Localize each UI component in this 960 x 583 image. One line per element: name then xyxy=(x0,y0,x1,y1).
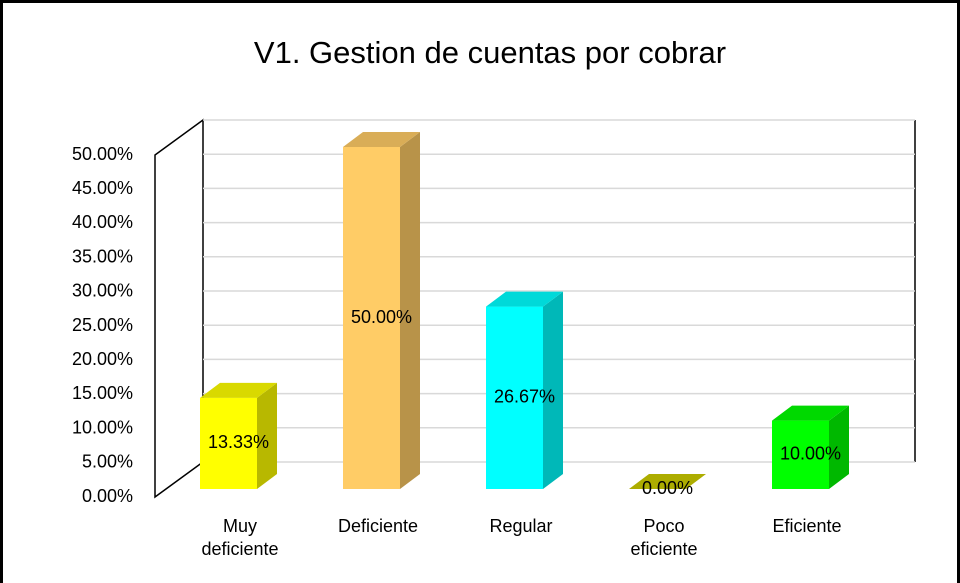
bar xyxy=(772,405,849,489)
y-tick-label: 30.00% xyxy=(72,281,133,301)
bar-top xyxy=(772,405,849,421)
value-label: 10.00% xyxy=(780,444,841,464)
y-tick-label: 20.00% xyxy=(72,349,133,369)
bar-top xyxy=(200,382,277,398)
bar-front xyxy=(772,420,829,489)
bar-side xyxy=(543,291,563,489)
bar-top xyxy=(629,474,706,489)
y-tick-label: 40.00% xyxy=(72,212,133,232)
x-tick-label: Deficiente xyxy=(338,516,418,536)
y-tick-label: 50.00% xyxy=(72,144,133,164)
chart-title: V1. Gestion de cuentas por cobrar xyxy=(254,35,726,70)
bar-side xyxy=(257,382,277,489)
value-label: 50.00% xyxy=(351,307,412,327)
bar-side xyxy=(400,132,420,489)
bar xyxy=(200,382,277,489)
bar-front xyxy=(343,147,400,489)
y-tick-label: 25.00% xyxy=(72,315,133,335)
x-tick-label: Muy deficiente xyxy=(201,516,278,559)
bar-top xyxy=(343,132,420,147)
bar xyxy=(629,474,706,489)
bar xyxy=(486,291,563,489)
y-tick-label: 0.00% xyxy=(82,486,133,506)
y-tick-label: 15.00% xyxy=(72,383,133,403)
x-tick-label: Regular xyxy=(489,516,552,536)
bar-top xyxy=(486,291,563,307)
x-tick-label: Poco eficiente xyxy=(630,516,697,559)
value-label: 26.67% xyxy=(494,387,555,407)
y-tick-label: 5.00% xyxy=(82,452,133,472)
bar-front xyxy=(200,397,257,489)
y-tick-label: 45.00% xyxy=(72,178,133,198)
y-tick-label: 35.00% xyxy=(72,246,133,266)
bar xyxy=(343,132,420,489)
value-label: 0.00% xyxy=(642,478,693,498)
y-tick-label: 10.00% xyxy=(72,417,133,437)
bar-front xyxy=(486,306,543,489)
value-label: 13.33% xyxy=(208,432,269,452)
bar-side xyxy=(829,405,849,489)
x-tick-label: Eficiente xyxy=(772,516,841,536)
